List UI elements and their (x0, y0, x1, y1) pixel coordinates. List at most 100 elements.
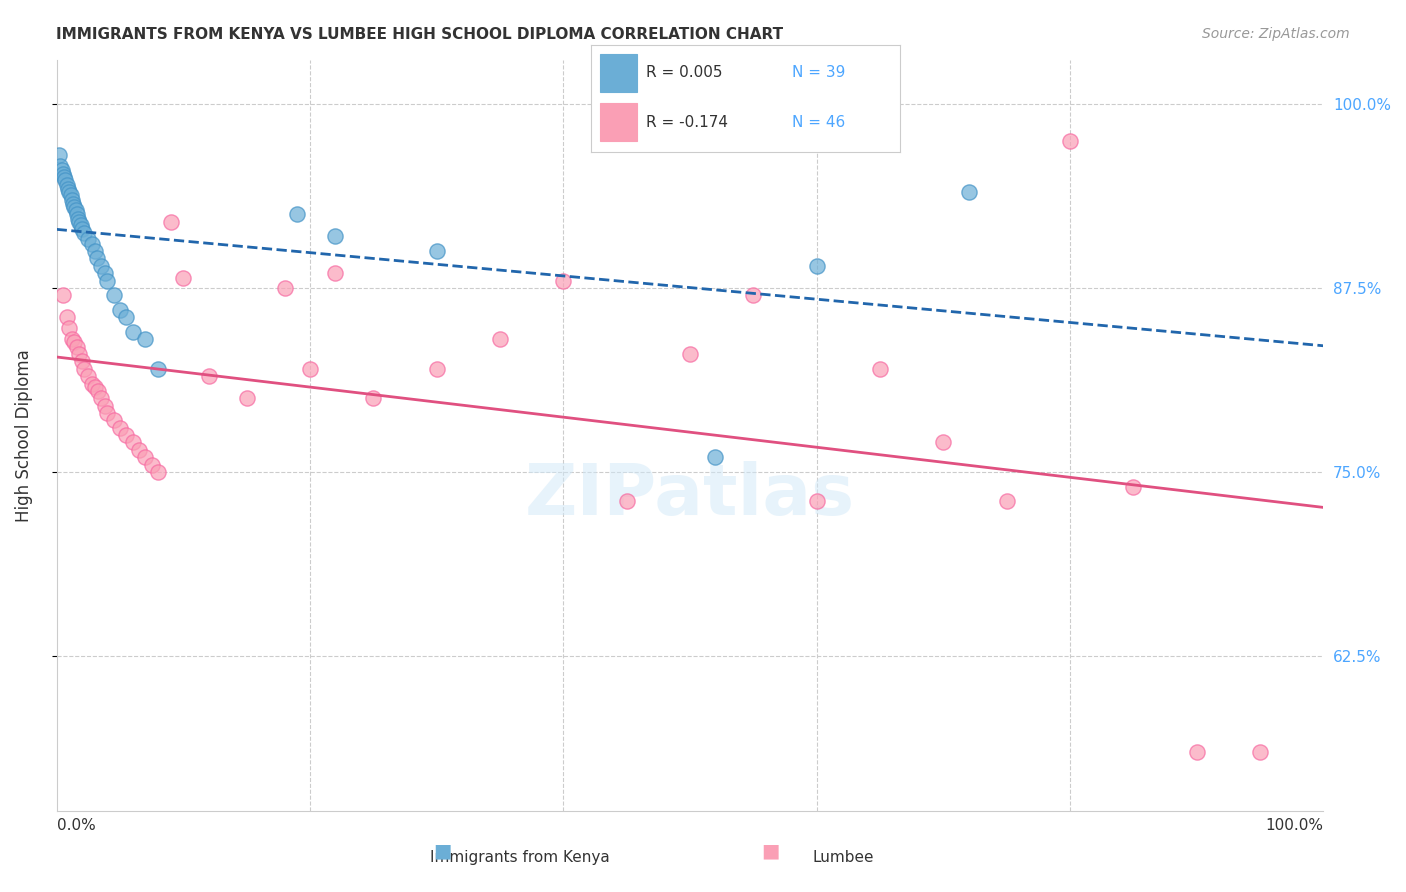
Point (1249, 745, 1271, 759)
Point (553, 273, 575, 287)
Point (77, 232, 100, 246)
Text: Source: ZipAtlas.com: Source: ZipAtlas.com (1202, 27, 1350, 41)
Point (96, 406, 118, 420)
Point (426, 244, 449, 258)
Text: ■: ■ (433, 842, 453, 861)
Point (197, 369, 219, 384)
Y-axis label: High School Diploma: High School Diploma (15, 349, 32, 522)
Point (995, 494, 1018, 508)
Text: R = 0.005: R = 0.005 (647, 65, 723, 80)
Point (159, 214, 181, 228)
Point (73, 362, 96, 376)
Point (115, 428, 138, 442)
Point (489, 333, 512, 347)
Point (90, 259, 112, 273)
Point (426, 362, 449, 376)
Text: ■: ■ (761, 842, 780, 861)
Text: Immigrants from Kenya: Immigrants from Kenya (430, 850, 610, 865)
Point (298, 362, 321, 376)
Point (235, 392, 257, 406)
Point (704, 450, 727, 465)
Point (96, 273, 118, 287)
Point (103, 413, 125, 427)
Point (53, 170, 76, 185)
Point (60, 333, 83, 347)
Point (51, 163, 73, 178)
Point (806, 259, 828, 273)
Point (58, 185, 80, 199)
Point (62, 197, 84, 211)
Point (121, 435, 143, 450)
Text: IMMIGRANTS FROM KENYA VS LUMBEE HIGH SCHOOL DIPLOMA CORRELATION CHART: IMMIGRANTS FROM KENYA VS LUMBEE HIGH SCH… (56, 27, 783, 42)
Text: Lumbee: Lumbee (813, 850, 875, 865)
Text: N = 46: N = 46 (792, 115, 845, 129)
Point (66, 207, 89, 221)
Point (55, 173, 77, 187)
Point (63, 335, 86, 350)
Point (172, 270, 194, 285)
Text: ZIPatlas: ZIPatlas (524, 461, 855, 530)
Text: N = 39: N = 39 (792, 65, 845, 80)
Text: 100.0%: 100.0% (1265, 818, 1323, 833)
Point (87, 384, 110, 398)
Point (141, 458, 163, 472)
Point (48, 148, 70, 162)
Point (742, 288, 765, 302)
Point (273, 281, 295, 295)
Point (121, 325, 143, 339)
Point (146, 362, 169, 376)
Point (80, 236, 103, 251)
Point (323, 266, 346, 280)
Point (932, 435, 955, 450)
Point (77, 369, 100, 384)
Bar (600, 103, 637, 141)
Point (52, 168, 75, 182)
Bar (600, 54, 637, 92)
Point (83, 244, 105, 258)
Point (55, 178, 77, 192)
Text: 0.0%: 0.0% (56, 818, 96, 833)
Point (56, 182, 79, 196)
Point (1122, 480, 1144, 494)
Point (83, 379, 105, 393)
Point (90, 392, 112, 406)
Point (49, 159, 72, 173)
Point (93, 266, 115, 280)
Point (134, 450, 156, 465)
Point (146, 465, 169, 479)
Point (55, 310, 77, 325)
Point (67, 347, 90, 361)
Point (128, 442, 150, 457)
Point (869, 362, 891, 376)
Point (108, 302, 131, 317)
Point (93, 399, 115, 413)
Point (361, 392, 384, 406)
Point (679, 347, 702, 361)
Point (285, 207, 308, 221)
Point (115, 310, 138, 325)
Point (103, 288, 125, 302)
Point (67, 214, 90, 228)
Point (70, 222, 93, 236)
Point (73, 227, 96, 241)
Point (60, 193, 83, 207)
Point (65, 202, 87, 217)
Point (70, 354, 93, 368)
Point (806, 494, 828, 508)
Point (63, 200, 86, 214)
Point (52, 288, 75, 302)
Point (1185, 745, 1208, 759)
Point (58, 320, 80, 334)
Point (80, 376, 103, 391)
Point (69, 218, 91, 232)
Point (59, 188, 82, 202)
Point (108, 421, 131, 435)
Point (1059, 134, 1081, 148)
Point (323, 229, 346, 244)
Text: R = -0.174: R = -0.174 (647, 115, 728, 129)
Point (67, 211, 90, 226)
Point (86, 252, 108, 266)
Point (957, 185, 980, 199)
Point (66, 340, 89, 354)
Point (616, 494, 638, 508)
